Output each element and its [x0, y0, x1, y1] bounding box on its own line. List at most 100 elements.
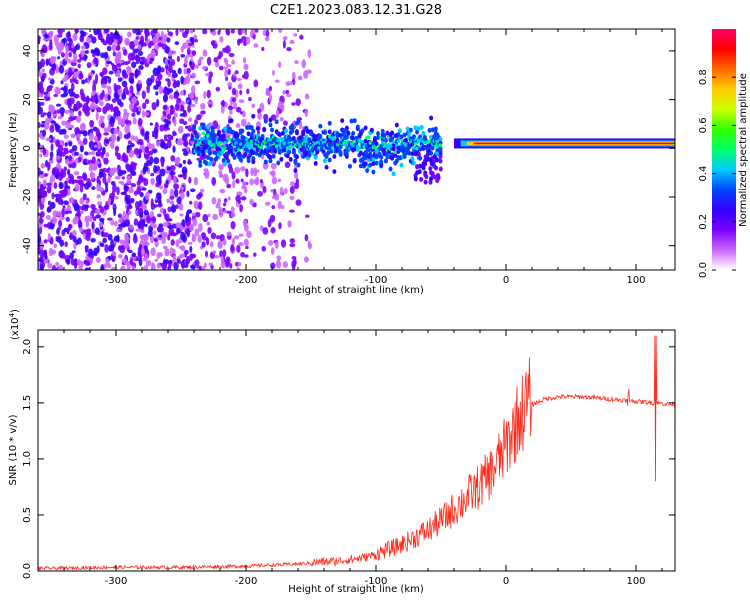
spectrogram-cell: [252, 167, 258, 177]
spectrogram-cell: [163, 183, 169, 189]
spectrogram-cell: [65, 45, 69, 53]
spectrogram-cell: [61, 252, 66, 259]
spectrogram-cell: [238, 242, 244, 247]
spectrogram-cell: [48, 30, 54, 38]
spectrogram-cell: [402, 154, 407, 159]
spectrogram-cell: [179, 113, 186, 117]
spectrogram-cell: [153, 230, 157, 236]
spectrogram-cell: [270, 127, 274, 133]
spectrogram-cell: [40, 58, 46, 68]
spectrogram-cell: [40, 263, 44, 270]
spectrogram-cell: [243, 219, 248, 228]
spectrogram-cell: [162, 93, 168, 103]
spectrogram-cell: [421, 161, 426, 167]
spectrogram-cell: [234, 166, 241, 174]
spectrogram-cell: [180, 231, 186, 241]
spectrogram-cell: [246, 230, 252, 239]
spectrogram-cell: [86, 106, 91, 112]
spectrogram-cell: [145, 191, 150, 200]
spectrogram-cell: [253, 252, 257, 257]
spectrogram-cell: [390, 155, 395, 161]
spectrogram-cell: [68, 51, 72, 58]
spectrogram-cell: [177, 174, 184, 178]
spectrogram-cell: [167, 233, 171, 241]
spectrogram-cell: [235, 106, 242, 113]
spectrogram-cell: [133, 148, 140, 155]
spectrogram-cell: [230, 244, 235, 253]
spectrogram-cell: [179, 29, 184, 33]
spectrogram-cell: [93, 47, 100, 56]
spectrogram-cell: [438, 166, 443, 172]
spectrogram-cell: [250, 29, 256, 36]
spectrogram-cell: [136, 91, 140, 96]
spectrogram-cell: [84, 151, 89, 156]
spectrogram-cell: [121, 92, 127, 100]
spectrogram-cell: [438, 158, 443, 164]
spectrogram-cell: [39, 183, 44, 193]
snr-x-tick-label: 100: [626, 576, 645, 587]
spectrogram-cell: [113, 220, 118, 227]
spectrogram-cell: [128, 103, 135, 111]
spectrogram-cell: [277, 178, 281, 183]
spectrogram-cell: [227, 68, 231, 76]
spectrogram-cell: [271, 170, 276, 178]
spectrogram-cell: [216, 202, 221, 206]
spectrogram-cell: [45, 58, 49, 66]
spectrogram-cell: [393, 150, 398, 155]
spectrogram-cell: [245, 148, 250, 153]
spectrogram-cell: [236, 244, 241, 253]
spectrogram-cell: [227, 82, 233, 87]
spectrogram-cell: [82, 193, 87, 201]
spectrogram-cell: [67, 88, 74, 95]
spectrogram-cell: [132, 48, 139, 54]
spectrogram-cell: [158, 86, 164, 95]
spectrogram-cell: [397, 128, 402, 134]
spectrogram-cell: [107, 197, 112, 206]
spectrogram-cell: [156, 99, 160, 108]
spectrogram-cell: [287, 81, 294, 85]
spectrogram-cell: [268, 154, 273, 160]
spectrogram-cell: [173, 183, 180, 190]
spectrogram-cell: [404, 137, 409, 143]
spectrogram-cell: [74, 79, 79, 85]
spectrogram-cell: [44, 253, 48, 260]
spectrogram-cell: [99, 100, 104, 107]
spectrogram-cell: [56, 163, 61, 169]
spectrogram-cell: [368, 162, 373, 168]
spectrogram-cell: [107, 87, 112, 96]
spectrogram-cell: [204, 169, 210, 179]
spectrogram-cell: [45, 137, 52, 142]
spectrogram-cell: [206, 134, 210, 138]
spectrogram-cell: [162, 188, 168, 195]
spectrogram-cell: [402, 132, 407, 138]
spectrogram-cell: [246, 131, 251, 137]
spectrogram-cell: [95, 73, 99, 83]
spectrogram-cell: [121, 222, 127, 228]
spectrogram-cell: [366, 147, 371, 153]
spectrogram-cell: [99, 71, 105, 77]
spectrogram-cell: [241, 181, 247, 186]
spectrogram-cell: [117, 63, 122, 68]
spectrogram-cell: [212, 150, 217, 155]
spectrogram-cell: [270, 247, 275, 255]
spectrogram-cell: [289, 195, 295, 200]
spectrogram-cell: [182, 31, 188, 38]
spectrogram-cell: [435, 178, 440, 184]
spectrogram-cell: [161, 43, 168, 50]
spectrogram-cell: [38, 71, 42, 77]
spectrogram-cell: [179, 101, 186, 106]
spectrogram-cell: [195, 211, 201, 218]
spectrogram-cell: [68, 210, 72, 214]
spectrogram-cell: [249, 178, 254, 186]
spectrogram-cell: [58, 172, 64, 182]
spectrogram-cell: [131, 61, 137, 69]
spectrogram-cell: [84, 245, 89, 251]
spectrogram-cell: [235, 178, 240, 184]
spectrogram-cell: [64, 210, 69, 215]
spectrogram-cell: [142, 265, 149, 270]
snr-y-tick-label: 2.0: [22, 339, 33, 355]
spectrogram-cell: [129, 85, 134, 94]
spectrogram-y-tick-label: 20: [22, 93, 33, 106]
spectrogram-cell: [49, 201, 56, 210]
spectrogram-cell: [380, 128, 385, 134]
